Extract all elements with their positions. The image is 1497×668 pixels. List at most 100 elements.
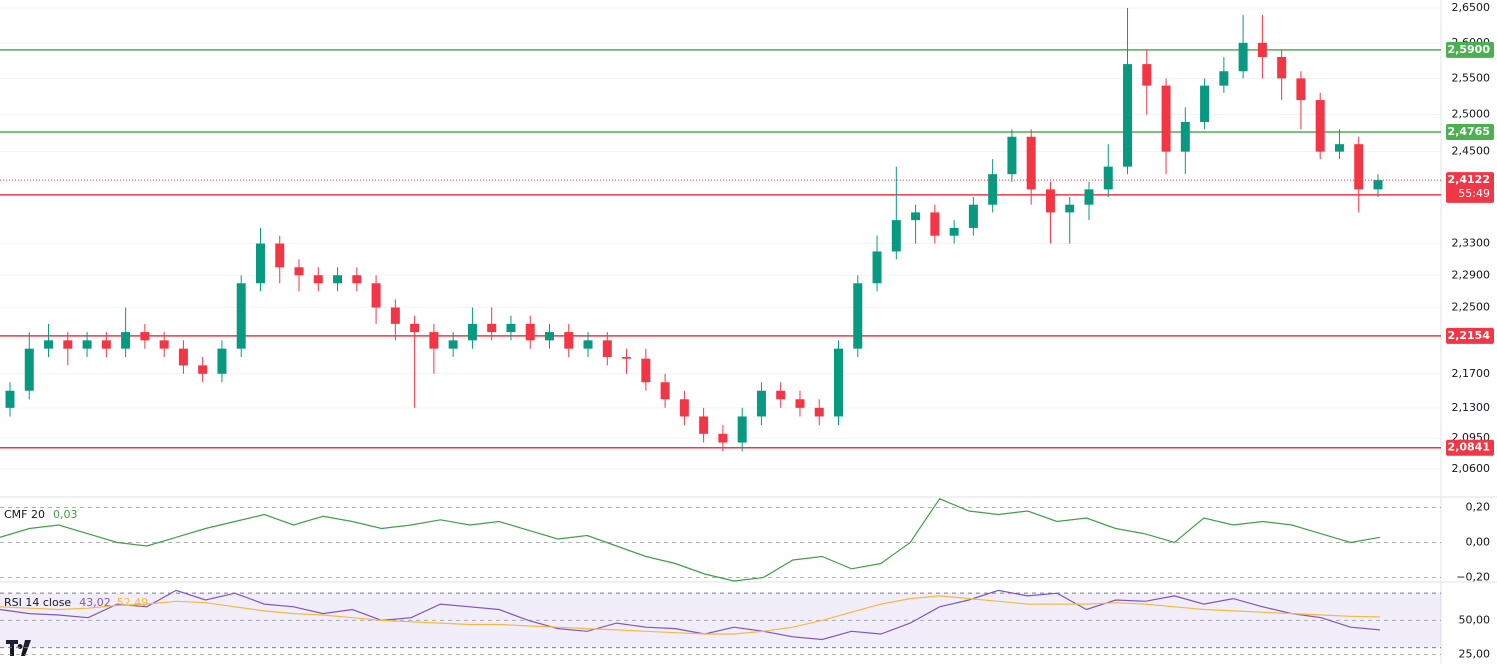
candle-body [1103,166,1113,190]
candle-body [1065,204,1075,213]
candle-body [448,340,458,349]
candle-body [467,323,477,341]
candle-body [891,220,901,252]
level-label: 2,0841 [1448,441,1490,454]
candle-body [1315,100,1325,152]
candle-body [834,348,844,417]
y-tick-label: 2,5500 [1452,71,1491,84]
level-tag [1446,123,1494,140]
candle-body [853,283,863,349]
candle-body [352,275,362,284]
candle-body [1007,136,1017,175]
last-price-tag [1446,172,1494,203]
candle-body [641,358,651,383]
level-tag [1446,327,1494,344]
y-tick-label: 50,00 [1459,613,1491,626]
candle-body [101,340,111,349]
candle-body [1142,64,1152,86]
candle-body [217,348,227,374]
series-line [0,498,1381,582]
indicator-name: RSI 14 close [4,596,71,609]
candle-body [1219,71,1229,86]
y-tick-label: 2,0600 [1452,462,1491,475]
candle-body [968,204,978,228]
indicator-name: CMF 20 [4,508,45,521]
y-tick-label: −0,20 [1456,571,1490,584]
candle-body [776,390,786,400]
level-label: 2,4765 [1448,125,1490,138]
candle-body [544,332,554,341]
candle-body [506,323,516,333]
candle-body [795,399,805,408]
candle-body [44,340,54,349]
candle-body [949,227,959,236]
candle-body [602,340,612,357]
candle-body [930,212,940,236]
y-tick-label: 2,1700 [1452,367,1491,380]
level-label: 2,2154 [1448,329,1491,342]
candle-body [63,340,73,349]
level-tag [1446,41,1494,58]
countdown: 55:49 [1458,187,1490,200]
series-line [0,589,1381,641]
y-tick-label: 2,3300 [1452,237,1491,250]
candle-body [1238,42,1248,72]
candle-body [911,212,921,221]
candle-body [333,275,343,284]
y-tick-label: 2,4500 [1452,145,1491,158]
candle-body [564,332,574,349]
candle-body [679,399,689,417]
candle-body [390,307,400,324]
candle-body [24,348,34,391]
level-label: 2,5900 [1448,43,1491,56]
candle-body [1084,189,1094,205]
candle-body [5,390,15,408]
candle-body [718,433,728,443]
candle-body [82,340,92,349]
candle-body [294,267,304,276]
indicator-value: 52,49 [117,596,149,609]
candle-body [1257,42,1267,58]
y-tick-label: 2,2500 [1452,301,1491,314]
candle-body [1200,85,1210,122]
y-tick-label: 25,00 [1459,647,1491,660]
candle-body [313,275,323,284]
candle-body [1354,144,1364,190]
candle-body [622,356,632,359]
candle-body [178,348,188,366]
candle-body [699,416,709,434]
candle-body [756,390,766,417]
candle-body [140,332,150,341]
candle-body [255,243,265,284]
candle-body [1296,78,1306,101]
candle-body [988,174,998,205]
candle-body [1161,85,1171,152]
y-tick-label: 0,00 [1466,536,1491,549]
last-price-label: 2,4122 [1448,173,1490,186]
candle-body [583,340,593,349]
y-tick-label: 2,2900 [1452,268,1491,281]
candle-body [1373,180,1383,190]
series-line [0,595,1381,635]
candle-body [371,283,381,308]
candle-body [737,416,747,443]
candle-body [1045,189,1055,213]
candle-body [121,332,131,349]
indicator-value: 43,02 [79,596,111,609]
candle-body [660,382,670,400]
candle-body [429,332,439,349]
level-tag [1446,439,1494,456]
indicator-value: 0,03 [53,508,78,521]
y-tick-label: 2,5000 [1452,108,1491,121]
candle-body [814,407,824,417]
candle-body [236,283,246,349]
candle-body [1334,144,1344,152]
candle-body [525,323,535,341]
candle-body [159,340,169,349]
candle-body [872,251,882,284]
y-tick-label: 2,6500 [1452,1,1491,14]
y-tick-label: 0,20 [1466,501,1491,514]
candle-body [1180,121,1190,152]
